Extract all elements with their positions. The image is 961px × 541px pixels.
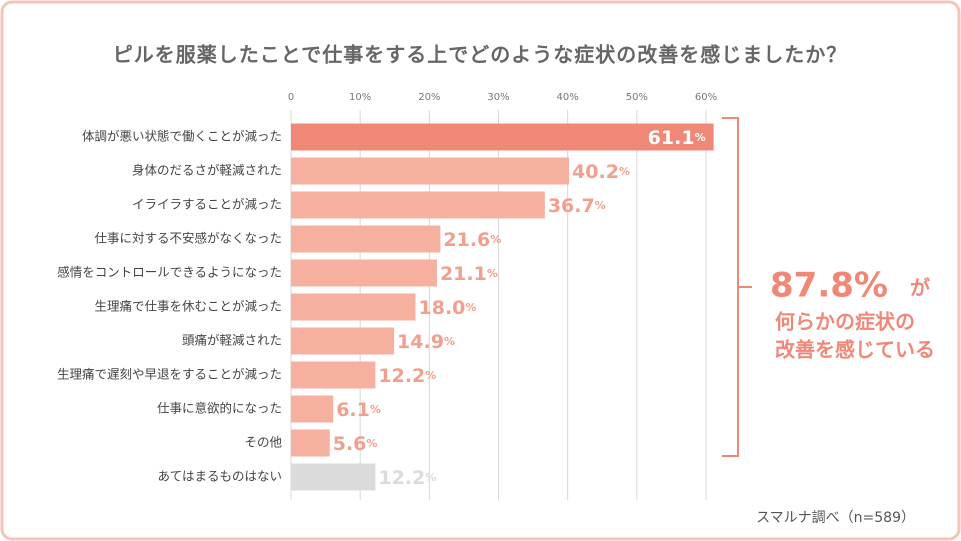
value-label: 6.1%: [336, 399, 381, 421]
value-label: 18.0%: [419, 297, 477, 319]
y-tick-label: 身体のだるさが軽減された: [132, 163, 282, 178]
bar: [291, 361, 376, 389]
value-label: 5.6%: [333, 433, 378, 455]
bar: [291, 395, 334, 423]
value-label: 14.9%: [397, 331, 455, 353]
x-tick-label: 10%: [349, 92, 371, 103]
value-label: 12.2%: [378, 365, 436, 387]
bar: [291, 327, 395, 355]
value-label: 61.1%: [648, 127, 706, 149]
value-label: 21.1%: [440, 263, 498, 285]
y-tick-label: 生理痛で遅刻や早退をすることが減った: [57, 367, 282, 382]
value-label: 21.6%: [443, 229, 501, 251]
bar: [291, 191, 545, 219]
value-label: 36.7%: [548, 195, 606, 217]
x-tick-label: 50%: [626, 92, 648, 103]
y-tick-label: 感情をコントロールできるようになった: [57, 265, 282, 280]
bracket: [722, 117, 752, 457]
source: スマルナ調べ（n=589）: [756, 510, 915, 526]
bar: [291, 463, 376, 491]
annotation-line: 何らかの症状の: [775, 310, 915, 334]
bar: [291, 157, 570, 185]
y-tick-label: イライラすることが減った: [132, 197, 282, 212]
chart-title: ピルを服薬したことで仕事をする上でどのような症状の改善を感じましたか？: [113, 43, 847, 67]
y-tick-label: 体調が悪い状態で働くことが減った: [82, 129, 282, 144]
y-tick-label: 頭痛が軽減された: [182, 333, 282, 348]
y-tick-label: 仕事に意欲的になった: [157, 401, 282, 416]
x-tick-label: 0: [288, 92, 294, 103]
y-tick-label: その他: [244, 435, 282, 450]
annotation-figure: 87.8%: [770, 266, 888, 306]
bar: [291, 225, 441, 253]
y-tick-label: あてはまるものはない: [157, 469, 282, 484]
y-tick-label: 仕事に対する不安感がなくなった: [94, 231, 282, 246]
annotation-suffix: が: [910, 276, 930, 300]
value-label: 40.2%: [572, 161, 630, 183]
bar: [291, 429, 330, 457]
bar: [291, 293, 416, 321]
x-tick-label: 20%: [418, 92, 440, 103]
x-tick-label: 60%: [695, 92, 717, 103]
y-tick-label: 生理痛で仕事を休むことが減った: [94, 299, 282, 314]
x-tick-label: 40%: [557, 92, 579, 103]
bar: [291, 123, 714, 151]
x-tick-label: 30%: [487, 92, 509, 103]
annotation-line: 改善を感じている: [775, 338, 935, 362]
value-label: 12.2%: [378, 467, 436, 489]
bar: [291, 259, 437, 287]
